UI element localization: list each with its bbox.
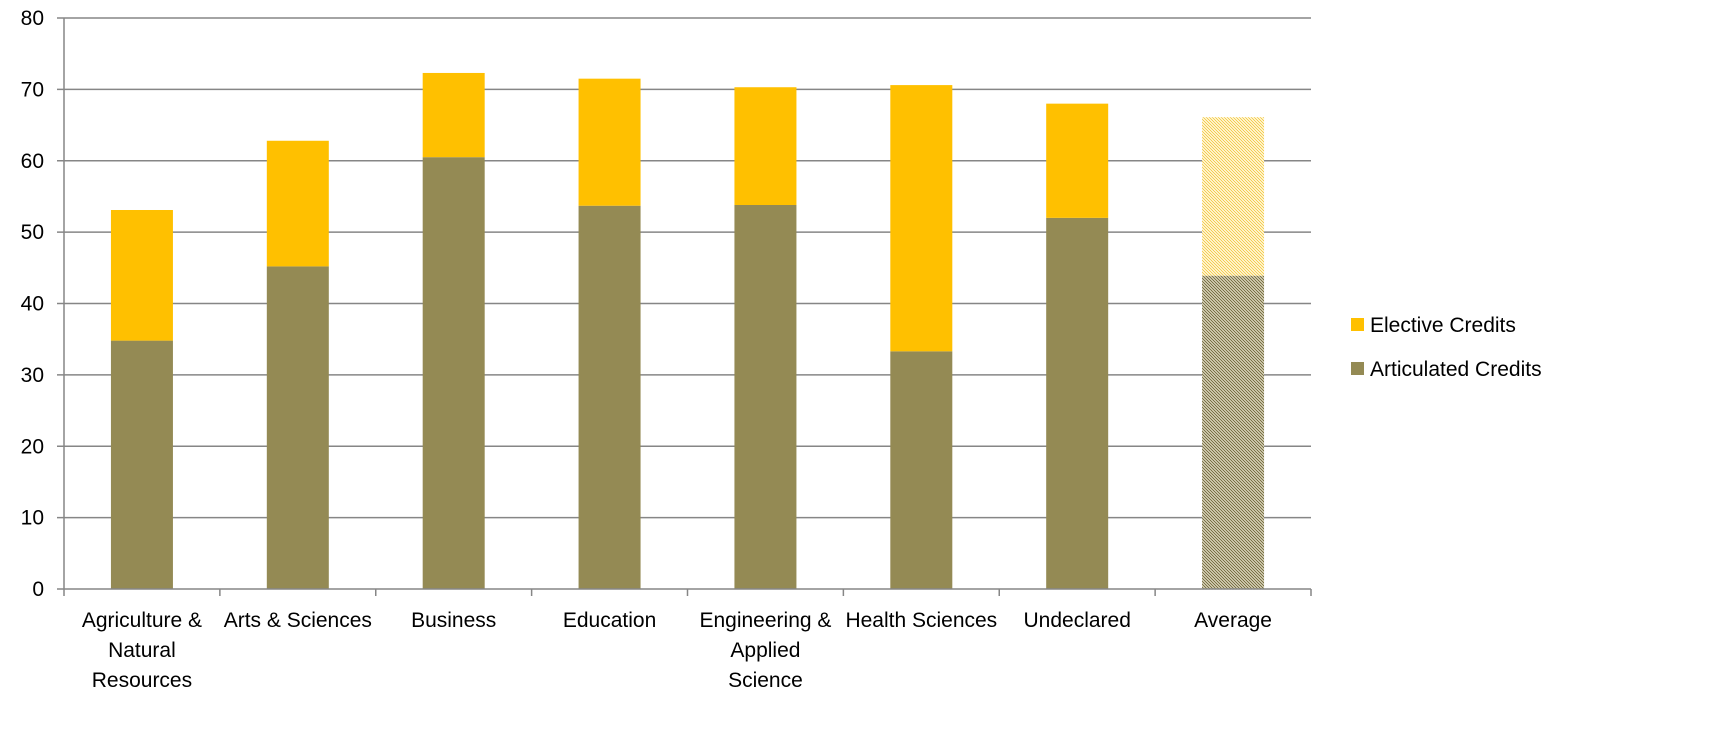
bar-articulated-credits <box>578 205 641 589</box>
bar-elective-credits <box>578 78 641 206</box>
x-category-label: Engineering & Applied Science <box>699 609 831 692</box>
bar-articulated-credits <box>1202 275 1265 589</box>
y-tick-label: 70 <box>21 78 44 101</box>
x-category-label: Business <box>411 609 496 632</box>
y-tick-label: 20 <box>21 435 44 458</box>
y-tick-label: 80 <box>21 7 44 30</box>
y-tick-label: 30 <box>21 364 44 387</box>
legend-label-articulated-credits: Articulated Credits <box>1370 358 1542 381</box>
bar-articulated-credits <box>110 340 173 589</box>
gridlines <box>64 17 1311 519</box>
y-tick-label: 10 <box>21 507 44 530</box>
bar-elective-credits <box>110 209 173 341</box>
bar-elective-credits <box>1202 117 1265 276</box>
legend-swatch-articulated-credits <box>1351 362 1364 375</box>
bar-articulated-credits <box>266 266 329 589</box>
legend: Elective Credits Articulated Credits <box>1351 314 1542 381</box>
x-axis-category-labels: Agriculture & Natural Resources Arts & Scie… <box>82 609 1272 692</box>
x-category-label: Education <box>563 609 656 632</box>
y-tick-label: 50 <box>21 221 44 244</box>
bar-articulated-credits <box>890 351 953 589</box>
legend-label-elective-credits: Elective Credits <box>1370 314 1516 337</box>
bar-elective-credits <box>1046 103 1109 218</box>
bar-elective-credits <box>266 140 329 267</box>
x-category-label: Agriculture & Natural Resources <box>82 609 202 692</box>
bar-elective-credits <box>890 85 953 352</box>
x-category-label: Average <box>1194 609 1272 632</box>
bars <box>110 72 1265 589</box>
y-tick-label: 0 <box>32 578 44 601</box>
y-axis-tick-labels: 0 10 20 30 40 50 60 70 80 <box>21 7 44 601</box>
bar-articulated-credits <box>734 205 797 589</box>
y-tick-label: 40 <box>21 293 44 316</box>
bar-elective-credits <box>422 72 485 158</box>
x-category-label: Arts & Sciences <box>224 609 372 632</box>
y-tick-label: 60 <box>21 150 44 173</box>
legend-swatch-elective-credits <box>1351 318 1364 331</box>
axes <box>57 17 1312 596</box>
x-category-label: Health Sciences <box>845 609 997 632</box>
bar-articulated-credits <box>422 157 485 589</box>
x-category-label: Undeclared <box>1023 609 1130 632</box>
bar-articulated-credits <box>1046 217 1109 589</box>
bar-elective-credits <box>734 87 797 206</box>
